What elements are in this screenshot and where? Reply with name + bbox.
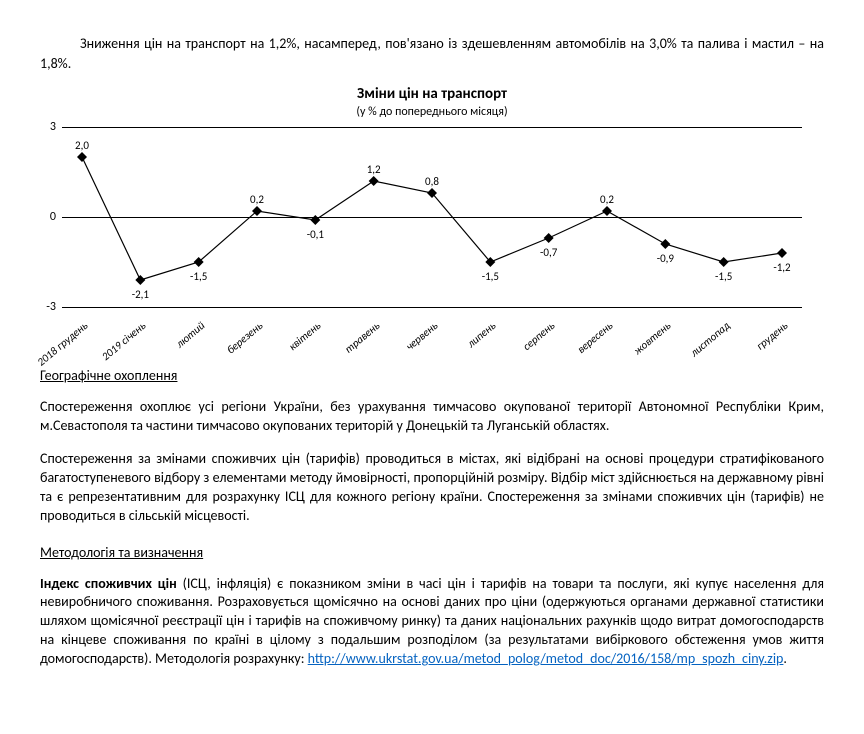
chart-marker — [660, 239, 670, 249]
x-axis-category-label: 2019 січень — [100, 319, 149, 363]
y-axis-tick-label: 0 — [50, 210, 62, 224]
chart-data-label: 1,2 — [367, 163, 381, 176]
chart-data-label: 0,8 — [425, 175, 439, 188]
x-axis-category-label: серпень — [520, 319, 557, 353]
chart-data-label: 0,2 — [250, 193, 264, 206]
x-axis-category-label: жовтень — [631, 319, 673, 357]
intro-paragraph: Зниження цін на транспорт на 1,2%, насам… — [40, 34, 824, 73]
chart-marker — [719, 257, 729, 267]
chart-marker — [369, 176, 379, 186]
chart-data-label: -2,1 — [132, 288, 149, 301]
x-axis-category-label: листопад — [687, 319, 732, 359]
x-axis-category-label: квітень — [286, 319, 323, 353]
chart-data-label: -1,5 — [190, 270, 207, 283]
x-axis-category-label: вересень — [575, 319, 616, 356]
transport-price-chart: -3032,0-2,1-1,50,2-0,11,20,8-1,5-0,70,2-… — [62, 127, 802, 307]
x-axis-category-label: липень — [465, 319, 499, 350]
chart-marker — [135, 275, 145, 285]
x-axis-category-label: травень — [342, 319, 382, 356]
y-axis-tick-label: 3 — [50, 120, 62, 134]
x-axis-category-label: червень — [403, 319, 440, 353]
chart-title: Зміни цін на транспорт — [40, 85, 824, 103]
chart-data-label: 2,0 — [75, 139, 89, 152]
x-axis-category-label: березень — [224, 319, 265, 357]
chart-data-label: -1,5 — [715, 270, 732, 283]
chart-data-label: -0,7 — [540, 246, 557, 259]
chart-data-label: 0,2 — [600, 193, 614, 206]
chart-data-label: -0,1 — [307, 228, 324, 241]
geo-paragraph-1: Спостереження охоплює усі регіони Україн… — [40, 398, 824, 436]
chart-gridline — [62, 217, 802, 218]
method-period: . — [783, 650, 787, 667]
x-axis-category-label: грудень — [754, 319, 791, 353]
x-axis-category-label: лютий — [173, 319, 207, 351]
geo-paragraph-2: Спостереження за змінами споживчих цін (… — [40, 450, 824, 526]
y-axis-tick-label: -3 — [46, 300, 62, 314]
x-axis-category-label: 2018 грудень — [35, 319, 91, 369]
chart-subtitle: (у % до попереднього місяця) — [40, 105, 824, 119]
method-link[interactable]: http://www.ukrstat.gov.ua/metod_polog/me… — [308, 650, 784, 667]
method-paragraph: Індекс споживчих цін (ІСЦ, інфляція) є п… — [40, 575, 824, 669]
geo-heading: Географічне охоплення — [40, 367, 824, 384]
chart-marker — [544, 233, 554, 243]
method-lead: Індекс споживчих цін — [40, 575, 177, 592]
chart-data-label: -0,9 — [657, 252, 674, 265]
chart-marker — [602, 206, 612, 216]
chart-gridline — [62, 307, 802, 308]
method-heading: Методологія та визначення — [40, 544, 824, 561]
chart-data-label: -1,2 — [773, 261, 790, 274]
chart-marker — [777, 248, 787, 258]
chart-gridline — [62, 127, 802, 128]
chart-marker — [77, 152, 87, 162]
chart-data-label: -1,5 — [482, 270, 499, 283]
